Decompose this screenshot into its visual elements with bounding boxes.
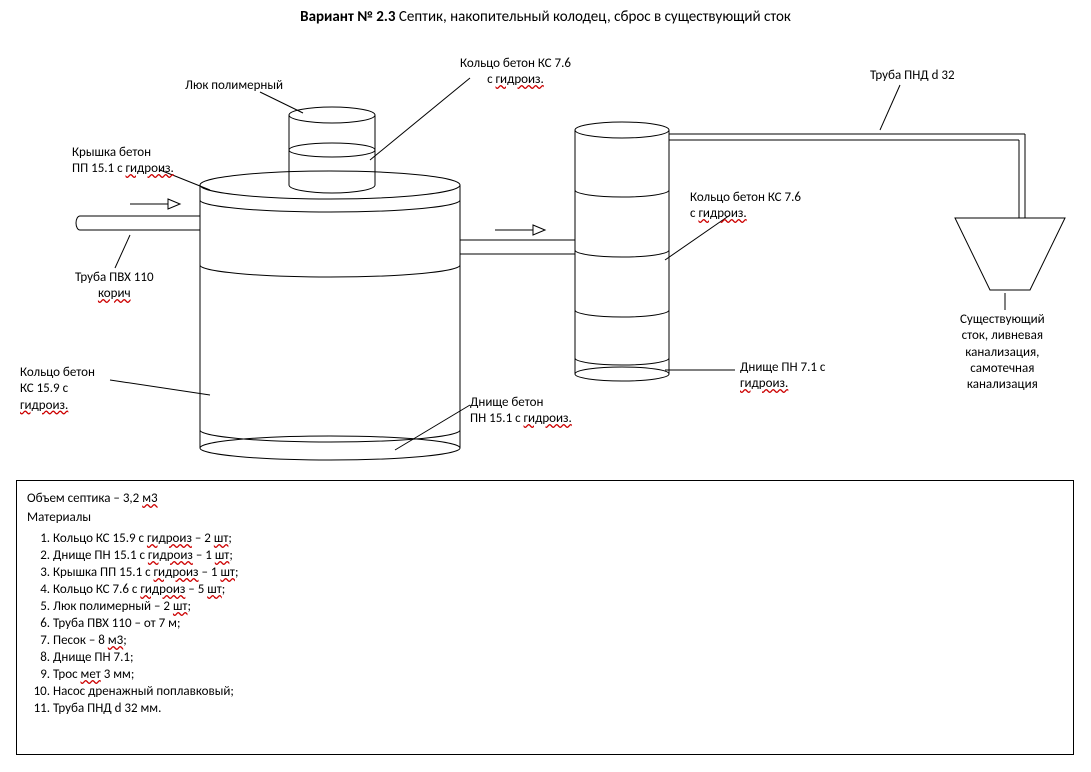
materials-item: Трос мет 3 мм;: [53, 667, 1063, 682]
materials-box: Объем септика – 3,2 м3 Материалы Кольцо …: [16, 480, 1074, 755]
page: Вариант № 2.3 Септик, накопительный коло…: [0, 0, 1091, 772]
materials-item: Крышка ПП 15.1 с гидроиз – 1 шт;: [53, 565, 1063, 580]
label-pnd: Труба ПНД d 32: [870, 68, 955, 84]
materials-item: Труба ПВХ 110 – от 7 м;: [53, 616, 1063, 631]
label-luk: Люк полимерный: [185, 78, 283, 94]
label-ring159: Кольцо бетон КС 15.9 с гидроиз.: [20, 365, 95, 414]
materials-item: Кольцо КС 7.6 с гидроиз – 5 шт;: [53, 582, 1063, 597]
materials-item: Песок – 8 м3;: [53, 633, 1063, 648]
label-ring76-top: Кольцо бетон КС 7.6 с гидроиз.: [460, 56, 571, 89]
materials-item: Днище ПН 15.1 с гидроиз – 1 шт;: [53, 548, 1063, 563]
label-lid: Крышка бетон ПП 15.1 с гидроиз.: [72, 145, 174, 178]
label-pipe-in: Труба ПВХ 110 корич: [75, 270, 154, 303]
flow-arrow-icon: [130, 199, 180, 209]
label-bottom15: Днище бетон ПН 15.1 с гидроиз.: [470, 395, 572, 428]
materials-item: Труба ПНД d 32 мм.: [53, 701, 1063, 716]
label-bottom7: Днище ПН 7.1 с гидроиз.: [740, 360, 825, 393]
label-drain: Существующий сток, ливневая канализация,…: [960, 312, 1045, 393]
materials-item: Днище ПН 7.1;: [53, 650, 1063, 665]
materials-item: Насос дренажный поплавковый;: [53, 684, 1063, 699]
materials-list: Кольцо КС 15.9 с гидроиз – 2 шт; Днище ПН…: [53, 531, 1063, 716]
materials-item: Люк полимерный – 2 шт;: [53, 599, 1063, 614]
label-ring76-side: Кольцо бетон КС 7.6 с гидроиз.: [690, 190, 801, 223]
volume-line: Объем септика – 3,2 м3: [27, 491, 1063, 506]
materials-item: Кольцо КС 15.9 с гидроиз – 2 шт;: [53, 531, 1063, 546]
flow-arrow-icon: [495, 225, 545, 235]
materials-header: Материалы: [27, 510, 1063, 525]
